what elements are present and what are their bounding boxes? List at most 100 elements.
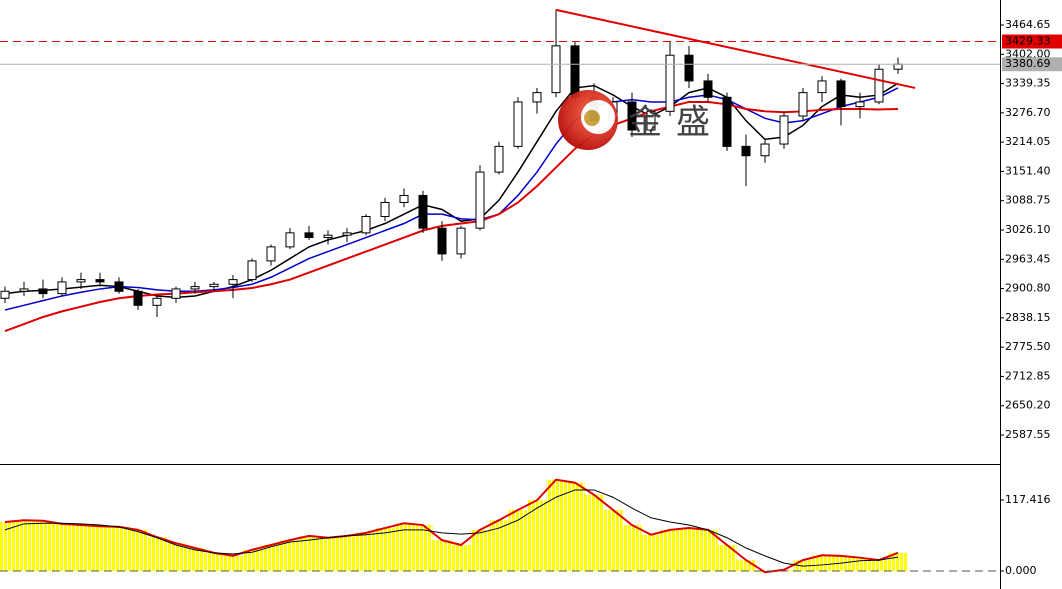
candle-body <box>285 232 295 248</box>
price-marker <box>1002 34 1062 49</box>
candle-body <box>228 279 238 285</box>
y-tick-label: 2900.80 <box>1005 282 1051 295</box>
y-tick-label: 2712.85 <box>1005 369 1051 382</box>
price-marker <box>1002 57 1062 72</box>
trendline <box>555 8 916 89</box>
y-tick-label: 3339.35 <box>1005 77 1051 90</box>
line <box>4 87 899 311</box>
candle-body <box>0 290 10 299</box>
line <box>4 82 899 299</box>
y-tick-label: 2775.50 <box>1005 340 1051 353</box>
candle-body <box>836 80 846 108</box>
histogram-bar <box>33 520 53 571</box>
histogram-bar <box>869 560 889 571</box>
candle-body <box>209 283 219 288</box>
histogram-bar <box>299 535 319 571</box>
candle-body <box>361 215 371 234</box>
histogram-bar <box>223 555 243 571</box>
line <box>4 478 899 574</box>
y-tick-label: 2838.15 <box>1005 311 1051 324</box>
candle-body <box>817 80 827 94</box>
histogram-bar <box>584 494 604 571</box>
price-marker-label: 3429.33 <box>1005 35 1051 48</box>
candle-body <box>152 297 162 306</box>
candle-body <box>646 110 656 131</box>
histogram-bar <box>337 535 357 571</box>
histogram-bar <box>698 529 718 571</box>
y-tick-label: 3464.65 <box>1005 18 1051 31</box>
candle-body <box>665 54 675 112</box>
y-tick-label: 3276.70 <box>1005 106 1051 119</box>
candle-body <box>171 288 181 299</box>
candle-body <box>247 260 257 281</box>
y-tick-label: 2650.20 <box>1005 399 1051 412</box>
histogram-bar <box>0 522 15 571</box>
candle-body <box>893 63 903 70</box>
histogram-bar <box>812 555 832 571</box>
histogram-bar <box>641 534 661 571</box>
y-tick-label: 3088.75 <box>1005 194 1051 207</box>
candle-body <box>741 145 751 157</box>
price-marker-label: 3380.69 <box>1005 57 1051 70</box>
histogram-bar <box>318 537 338 571</box>
histogram-bar <box>679 528 699 571</box>
histogram-bar <box>451 544 471 571</box>
histogram-bar <box>622 525 642 571</box>
histogram-bar <box>565 482 585 571</box>
histogram-bar <box>14 520 34 571</box>
histogram-bar <box>375 528 395 571</box>
candle-body <box>703 80 713 98</box>
histogram-bar <box>128 529 148 571</box>
histogram-bar <box>356 532 376 571</box>
y-tick-label: 3402.00 <box>1005 47 1051 60</box>
histogram-bar <box>166 543 186 571</box>
histogram-bar <box>508 509 528 571</box>
histogram-bar <box>413 525 433 571</box>
y-tick-label: 2963.45 <box>1005 252 1051 265</box>
candle-body <box>760 143 770 157</box>
y-tick-label: 2587.55 <box>1005 428 1051 441</box>
candle-body <box>38 288 48 295</box>
candle-body <box>437 227 447 255</box>
line <box>4 100 899 332</box>
candle-body <box>304 232 314 239</box>
histogram-bar <box>717 544 737 571</box>
histogram-bar <box>394 523 414 571</box>
candle-body <box>266 246 276 262</box>
candle-body <box>456 227 466 255</box>
candle-body <box>855 101 865 108</box>
histogram-bar <box>603 509 623 571</box>
histogram-bar <box>527 500 547 571</box>
watermark: 金盛 <box>558 90 724 150</box>
candle-body <box>513 101 523 147</box>
histogram-bar <box>470 529 490 571</box>
candle-body <box>570 45 580 98</box>
y-tick-label: 117.416 <box>1005 493 1051 506</box>
histogram-bar <box>489 520 509 571</box>
histogram-bar <box>546 479 566 571</box>
candle-body <box>399 194 409 203</box>
candle-body <box>57 281 67 295</box>
candle-body <box>494 145 504 173</box>
histogram-bar <box>280 540 300 571</box>
histogram-bar <box>204 552 224 571</box>
candle-body <box>133 290 143 306</box>
candle-body <box>532 92 542 103</box>
candle-body <box>684 54 694 82</box>
candle-body <box>551 45 561 94</box>
logo-dot <box>584 110 600 126</box>
histogram-bar <box>850 557 870 571</box>
candle-body <box>475 171 485 229</box>
candle-body <box>798 92 808 117</box>
candle-body <box>190 286 200 290</box>
histogram-bar <box>660 529 680 571</box>
histogram-bar <box>52 523 72 571</box>
watermark-text: 金盛 <box>628 103 724 143</box>
histogram-bar <box>793 560 813 571</box>
y-tick-label: 3026.10 <box>1005 223 1051 236</box>
y-tick-label: 0.000 <box>1005 564 1037 577</box>
histogram-bar <box>736 560 756 571</box>
y-tick-label: 3151.40 <box>1005 164 1051 177</box>
